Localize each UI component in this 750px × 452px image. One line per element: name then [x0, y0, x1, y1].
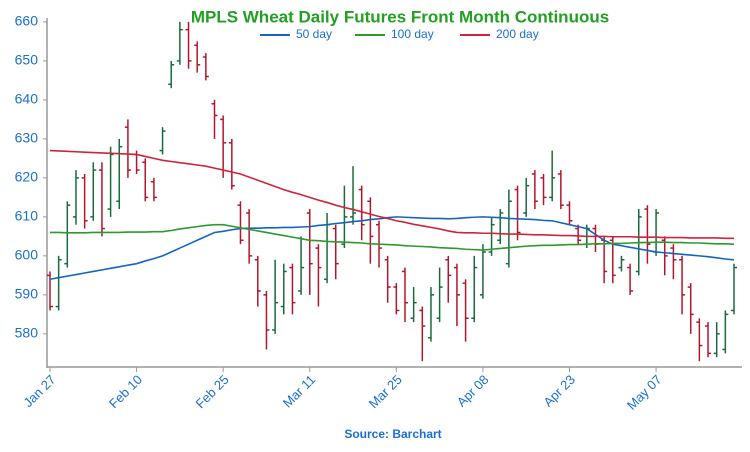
y-tick-label: 580	[15, 325, 39, 341]
y-tick-label: 640	[15, 91, 39, 107]
x-tick-label: Apr 23	[540, 372, 578, 410]
y-tick-label: 620	[15, 169, 39, 185]
legend-label: 200 day	[496, 27, 539, 41]
y-tick-label: 650	[15, 52, 39, 68]
y-tick-label: 610	[15, 208, 39, 224]
y-tick-label: 600	[15, 247, 39, 263]
y-tick-label: 660	[15, 13, 39, 29]
moving-average-line	[49, 216, 735, 281]
moving-average-line	[49, 149, 734, 240]
x-tick-label: Feb 25	[192, 372, 231, 411]
legend-label: 50 day	[296, 27, 332, 41]
x-tick-label: Feb 10	[106, 372, 145, 411]
moving-average-line	[50, 223, 735, 251]
y-tick-label: 590	[15, 286, 39, 302]
x-tick-label: Mar 25	[366, 372, 405, 411]
legend-label: 100 day	[391, 27, 434, 41]
x-tick-label: Mar 11	[280, 372, 319, 411]
x-tick-label: May 07	[624, 372, 665, 413]
x-tick-label: Jan 27	[20, 372, 58, 410]
chart-title: MPLS Wheat Daily Futures Front Month Con…	[191, 7, 609, 26]
source: Source: Barchart	[344, 427, 441, 441]
y-tick-label: 630	[15, 130, 39, 146]
x-tick-label: Apr 08	[454, 372, 492, 410]
